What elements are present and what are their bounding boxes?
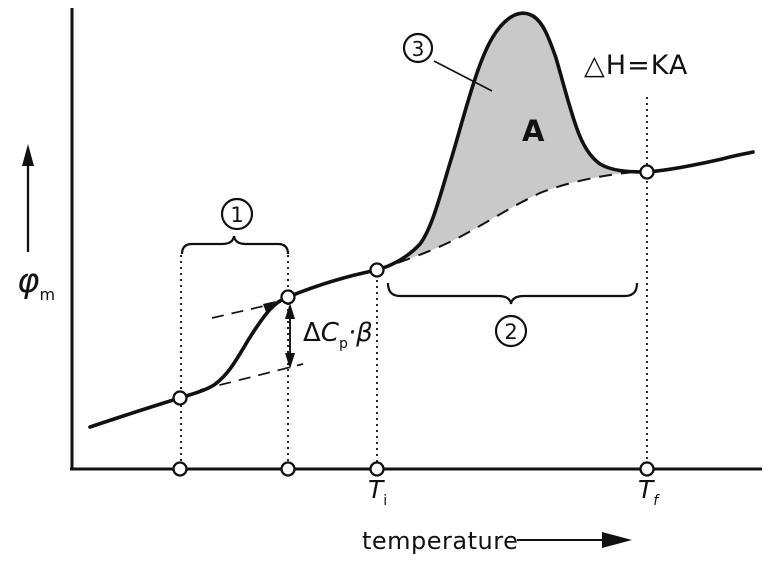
x-axis-direction-arrow [517, 532, 632, 548]
circle-3-label: 3 [412, 37, 425, 61]
circle-1-outline [220, 197, 254, 231]
marker-gt-end-point [280, 289, 296, 305]
axis-point-markers [172, 461, 655, 477]
circle-1-label: 1 [230, 203, 243, 227]
double-arrow-up-head-icon [285, 303, 295, 319]
axis-marker-gt-onset [172, 461, 188, 477]
marker-ti-point [369, 262, 385, 278]
y-axis-label: φm [17, 261, 55, 304]
axis-marker-ti [369, 461, 385, 477]
y-arrow-head-icon [22, 144, 34, 166]
axis-marker-gt-end [280, 461, 296, 477]
x-arrow-head-icon [602, 532, 632, 548]
double-arrow-down-head-icon [285, 353, 295, 369]
axis-marker-tf [639, 461, 655, 477]
brace-region-1 [180, 235, 290, 255]
x-axis-label: temperature [362, 527, 518, 555]
dotted-guide-lines [180, 97, 648, 467]
circled-marker-2: 2 [494, 314, 528, 348]
t-initial-label: Ti [368, 475, 387, 509]
curve-point-markers [172, 164, 655, 406]
peak-area-label: A [522, 114, 545, 148]
circled-marker-1: 1 [220, 197, 254, 231]
y-axis-direction-arrow [22, 144, 34, 252]
circle-2-label: 2 [504, 320, 517, 344]
main-curve [88, 11, 755, 429]
glass-transition-lower-tangent [199, 363, 304, 391]
t-final-label: Tf [638, 475, 660, 509]
circle-2-outline [494, 314, 528, 348]
circle-3-outline [402, 32, 434, 64]
brace-region-2 [386, 282, 639, 305]
enthalpy-equation-label: △H=KA [584, 50, 688, 81]
glass-transition-upper-tangent [211, 305, 265, 319]
circled-marker-3: 3 [402, 32, 493, 92]
heat-capacity-step-arrow [285, 303, 295, 369]
upper-tangent-arrowhead-icon [263, 301, 276, 312]
peak-area-fill [377, 13, 647, 270]
marker-tf-point [639, 164, 655, 180]
marker-gt-onset-point [172, 390, 188, 406]
heat-capacity-step-label: ΔCp·β [303, 318, 373, 352]
marker-3-pointer-line [433, 60, 493, 92]
